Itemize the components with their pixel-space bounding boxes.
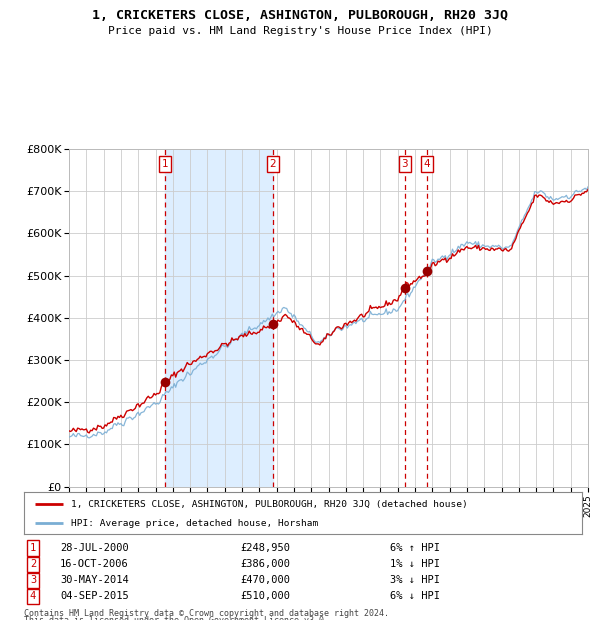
Text: £510,000: £510,000 xyxy=(240,591,290,601)
Text: 2: 2 xyxy=(269,159,276,169)
Text: Contains HM Land Registry data © Crown copyright and database right 2024.: Contains HM Land Registry data © Crown c… xyxy=(24,609,389,618)
Text: 1, CRICKETERS CLOSE, ASHINGTON, PULBOROUGH, RH20 3JQ: 1, CRICKETERS CLOSE, ASHINGTON, PULBOROU… xyxy=(92,9,508,22)
Text: 1% ↓ HPI: 1% ↓ HPI xyxy=(390,559,440,569)
Text: 6% ↓ HPI: 6% ↓ HPI xyxy=(390,591,440,601)
Text: 6% ↑ HPI: 6% ↑ HPI xyxy=(390,543,440,553)
Text: 30-MAY-2014: 30-MAY-2014 xyxy=(60,575,129,585)
Text: 4: 4 xyxy=(423,159,430,169)
Text: HPI: Average price, detached house, Horsham: HPI: Average price, detached house, Hors… xyxy=(71,519,319,528)
Text: 2: 2 xyxy=(30,559,36,569)
Text: 3% ↓ HPI: 3% ↓ HPI xyxy=(390,575,440,585)
Text: 28-JUL-2000: 28-JUL-2000 xyxy=(60,543,129,553)
Text: £386,000: £386,000 xyxy=(240,559,290,569)
Text: 1, CRICKETERS CLOSE, ASHINGTON, PULBOROUGH, RH20 3JQ (detached house): 1, CRICKETERS CLOSE, ASHINGTON, PULBOROU… xyxy=(71,500,468,508)
Text: 04-SEP-2015: 04-SEP-2015 xyxy=(60,591,129,601)
Text: This data is licensed under the Open Government Licence v3.0.: This data is licensed under the Open Gov… xyxy=(24,616,329,620)
Text: £470,000: £470,000 xyxy=(240,575,290,585)
Text: 3: 3 xyxy=(401,159,408,169)
Text: 4: 4 xyxy=(30,591,36,601)
Text: 16-OCT-2006: 16-OCT-2006 xyxy=(60,559,129,569)
Text: Price paid vs. HM Land Registry's House Price Index (HPI): Price paid vs. HM Land Registry's House … xyxy=(107,26,493,36)
Text: £248,950: £248,950 xyxy=(240,543,290,553)
Bar xyxy=(166,149,273,487)
Text: 1: 1 xyxy=(30,543,36,553)
Text: 3: 3 xyxy=(30,575,36,585)
Text: 1: 1 xyxy=(162,159,169,169)
